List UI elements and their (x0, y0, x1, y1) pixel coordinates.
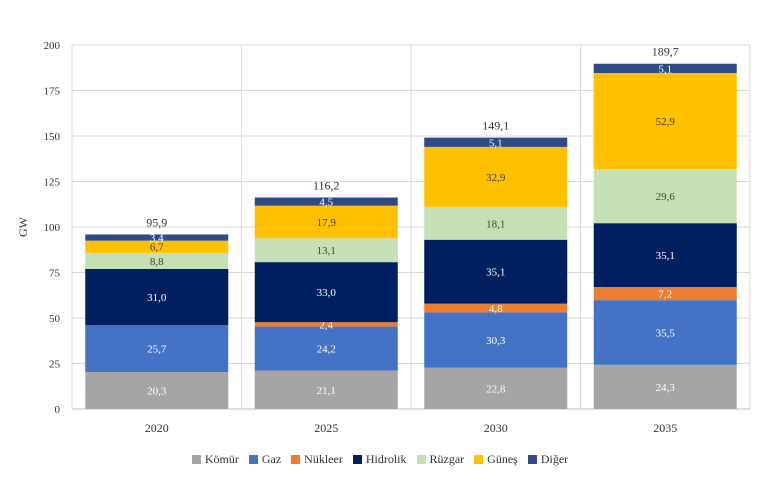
total-label: 95,9 (146, 215, 167, 229)
data-label: 4,8 (489, 303, 503, 315)
legend-label: Hidrolik (365, 452, 407, 466)
bar-segment-nükleer (593, 287, 737, 301)
x-tick-label: 2025 (314, 421, 338, 435)
legend: Kömür Gaz Nükleer Hidrolik Rüzgar Güneş Diğer (0, 452, 760, 467)
bar-segment-hidrolik (254, 262, 398, 323)
bar-segment-diğer (254, 197, 398, 206)
legend-label: Rüzgar (429, 452, 465, 466)
y-tick-label: 150 (44, 131, 61, 143)
y-tick-label: 125 (44, 177, 61, 189)
data-label: 30,3 (486, 335, 506, 347)
data-label: 5,1 (658, 63, 672, 75)
bar-segment-rüzgar (424, 206, 568, 240)
data-label: 35,1 (486, 267, 505, 279)
data-label: 24,2 (317, 344, 336, 356)
bar-segment-kömür (424, 367, 568, 409)
y-tick-label: 50 (49, 313, 61, 325)
x-tick-label: 2030 (484, 421, 508, 435)
bar-segment-rüzgar (593, 169, 737, 224)
total-label: 189,7 (652, 45, 679, 59)
total-label: 116,2 (313, 179, 340, 193)
bar-segment-nükleer (254, 322, 398, 327)
data-label: 7,2 (658, 289, 672, 301)
bar-segment-gaz (424, 312, 568, 368)
y-tick-label: 100 (44, 222, 61, 234)
legend-label: Diğer (540, 452, 569, 466)
data-label: 21,1 (317, 385, 336, 397)
y-tick-label: 0 (55, 404, 61, 416)
bar-segment-rüzgar (254, 238, 398, 263)
bar-segment-nükleer (424, 303, 568, 313)
data-label: 13,1 (317, 245, 336, 257)
data-label: 32,9 (486, 172, 506, 184)
data-label: 33,0 (317, 287, 337, 299)
legend-label: Nükleer (304, 452, 343, 466)
data-label: 29,6 (656, 191, 676, 203)
legend-swatch (352, 455, 362, 464)
data-label: 18,1 (486, 218, 505, 230)
data-label: 8,8 (150, 256, 164, 268)
x-tick-label: 2035 (653, 421, 677, 435)
bar-segment-gaz (593, 300, 737, 365)
legend-item: Diğer (527, 452, 569, 467)
total-label: 149,1 (482, 119, 509, 133)
bar-segment-diğer (593, 63, 737, 74)
y-tick-label: 75 (49, 268, 61, 280)
stacked-bar-chart: 0 25 50 75 100 125 150 175 200 GW 20,3 25,7 31,0 8,8 6… (16, 40, 751, 435)
data-label: 24,3 (656, 382, 676, 394)
data-label: 4,5 (319, 197, 333, 209)
legend-item: Rüzgar (416, 452, 465, 467)
bar-segment-diğer (85, 234, 229, 241)
legend-swatch (248, 455, 258, 464)
legend-item: Kömür (191, 452, 239, 467)
bar-segment-güneş (424, 146, 568, 207)
legend-label: Güneş (487, 452, 518, 466)
bar-segment-diğer (424, 137, 568, 147)
data-label: 25,7 (147, 344, 167, 356)
bar-segment-rüzgar (85, 252, 229, 269)
data-label: 52,9 (656, 116, 676, 128)
bar-segment-kömür (85, 372, 229, 409)
bar-segment-kömür (593, 364, 737, 409)
bar-segment-güneş (85, 240, 229, 253)
legend-label: Kömür (204, 452, 239, 466)
y-tick-label: 25 (49, 359, 61, 371)
bar-segment-gaz (254, 326, 398, 371)
legend-swatch (191, 455, 201, 464)
data-label: 35,5 (656, 327, 676, 339)
data-label: 5,1 (489, 137, 503, 149)
bar-segment-hidrolik (424, 239, 568, 304)
bar-segment-hidrolik (85, 268, 229, 326)
data-label: 20,3 (147, 386, 167, 398)
legend-swatch (474, 455, 484, 464)
bar-segment-hidrolik (593, 223, 737, 288)
x-tick-label: 2020 (145, 421, 169, 435)
legend-label: Gaz (261, 452, 282, 466)
y-tick-label: 175 (44, 86, 61, 98)
data-label: 31,0 (147, 292, 167, 304)
bar-segment-güneş (254, 205, 398, 239)
data-label: 3,4 (150, 233, 164, 245)
legend-swatch (416, 455, 426, 464)
legend-item: Hidrolik (352, 452, 407, 467)
data-label: 2,4 (319, 319, 333, 331)
data-label: 35,1 (656, 250, 675, 262)
y-axis-label: GW (16, 216, 30, 237)
legend-item: Güneş (474, 452, 518, 467)
bar-segment-güneş (593, 73, 737, 170)
legend-swatch (291, 455, 301, 464)
bar-segment-gaz (85, 325, 229, 373)
bar-segment-kömür (254, 370, 398, 409)
data-label: 22,8 (486, 383, 506, 395)
legend-swatch (527, 455, 537, 464)
data-label: 17,9 (317, 217, 337, 229)
legend-item: Nükleer (291, 452, 343, 467)
data-label: 6,7 (150, 242, 164, 254)
legend-item: Gaz (248, 452, 282, 467)
y-tick-label: 200 (44, 40, 61, 52)
